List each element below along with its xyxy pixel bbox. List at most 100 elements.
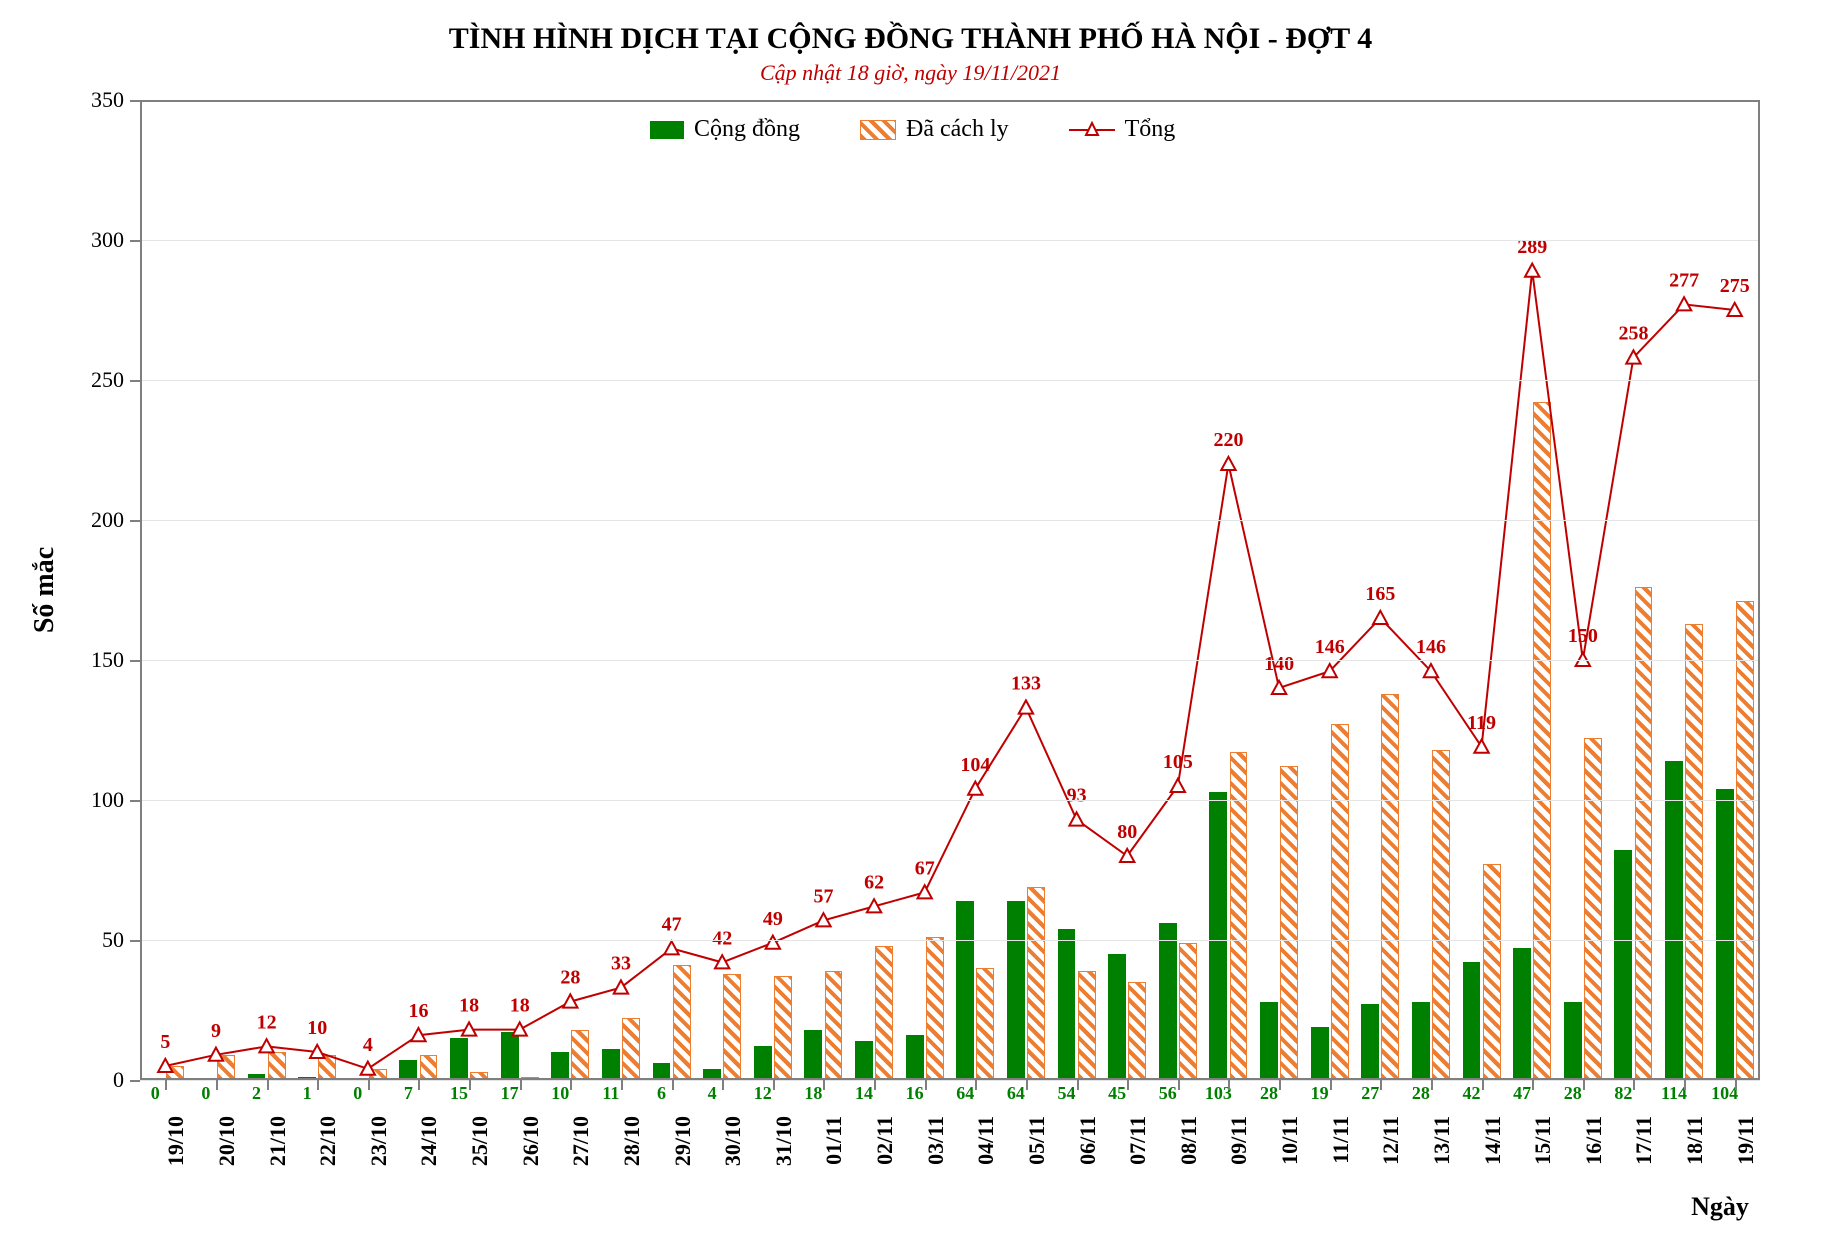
x-tick-label: 10/11 <box>1277 1116 1303 1165</box>
x-tick-label: 06/11 <box>1075 1116 1101 1165</box>
x-tick-label: 28/10 <box>619 1116 645 1166</box>
line-total-value: 12 <box>257 1011 277 1033</box>
bar-community-value: 4 <box>708 1083 717 1104</box>
x-tick-label: 26/10 <box>518 1116 544 1166</box>
x-tick-label: 08/11 <box>1176 1116 1202 1165</box>
marker-total <box>1221 457 1235 470</box>
line-total-value: 146 <box>1315 636 1345 658</box>
line-total-value: 18 <box>510 995 530 1017</box>
x-tick <box>1026 1080 1028 1090</box>
bar-community-value: 1 <box>303 1083 312 1104</box>
x-tick-label: 31/10 <box>771 1116 797 1166</box>
gridline <box>140 100 1760 101</box>
line-total-value: 277 <box>1669 269 1699 291</box>
x-tick-label: 25/10 <box>467 1116 493 1166</box>
line-total-value: 275 <box>1720 275 1750 297</box>
x-tick <box>469 1080 471 1090</box>
bar-community-value: 82 <box>1614 1083 1632 1104</box>
legend-label-isolated: Đã cách ly <box>906 116 1009 143</box>
x-axis-title: Ngày <box>1691 1192 1749 1222</box>
gridline <box>140 940 1760 941</box>
line-total-value: 4 <box>363 1034 373 1056</box>
line-total-value: 5 <box>160 1031 170 1053</box>
x-tick <box>823 1080 825 1090</box>
bar-community-value: 28 <box>1564 1083 1582 1104</box>
line-total-value: 146 <box>1416 636 1446 658</box>
gridline <box>140 800 1760 801</box>
line-total-value: 119 <box>1467 712 1496 734</box>
x-tick-label: 24/10 <box>416 1116 442 1166</box>
bar-community-value: 54 <box>1058 1083 1076 1104</box>
x-tick <box>1735 1080 1737 1090</box>
x-tick <box>1532 1080 1534 1090</box>
x-tick-label: 01/11 <box>821 1116 847 1165</box>
y-tick-label: 300 <box>91 227 124 253</box>
x-tick-label: 23/10 <box>366 1116 392 1166</box>
x-tick-label: 16/11 <box>1581 1116 1607 1165</box>
bar-community-value: 0 <box>353 1083 362 1104</box>
y-tick <box>130 240 140 242</box>
x-tick-label: 27/10 <box>568 1116 594 1166</box>
marker-total <box>1677 297 1691 310</box>
x-tick <box>925 1080 927 1090</box>
plot-area: 0021071517101164121814166464544556103281… <box>140 100 1760 1080</box>
marker-total <box>259 1039 273 1052</box>
bar-community-value: 64 <box>1007 1083 1025 1104</box>
line-total-value: 10 <box>307 1017 327 1039</box>
x-tick-label: 14/11 <box>1480 1116 1506 1165</box>
x-tick-label: 17/11 <box>1631 1116 1657 1165</box>
bar-community-value: 27 <box>1361 1083 1379 1104</box>
y-tick <box>130 380 140 382</box>
x-tick <box>975 1080 977 1090</box>
x-tick-label: 21/10 <box>265 1116 291 1166</box>
bar-community-value: 16 <box>906 1083 924 1104</box>
bar-community-value: 47 <box>1513 1083 1531 1104</box>
marker-total <box>1019 700 1033 713</box>
legend-label-total: Tổng <box>1125 116 1176 143</box>
x-tick-label: 13/11 <box>1429 1116 1455 1165</box>
marker-total <box>1474 740 1488 753</box>
x-tick <box>216 1080 218 1090</box>
x-tick-label: 30/10 <box>720 1116 746 1166</box>
line-total-value: 42 <box>712 927 732 949</box>
x-tick <box>874 1080 876 1090</box>
bar-community-value: 42 <box>1463 1083 1481 1104</box>
line-total: 5912104161818283347424957626710413393801… <box>140 100 1760 1080</box>
x-tick <box>1380 1080 1382 1090</box>
line-total-value: 16 <box>408 1000 428 1022</box>
x-tick <box>368 1080 370 1090</box>
bar-community-value: 45 <box>1108 1083 1126 1104</box>
marker-total <box>1120 849 1134 862</box>
x-tick <box>722 1080 724 1090</box>
bar-community-value: 28 <box>1412 1083 1430 1104</box>
line-total-value: 47 <box>662 913 682 935</box>
y-tick <box>130 660 140 662</box>
line-total-value: 9 <box>211 1020 221 1042</box>
legend-swatch-community <box>650 121 684 139</box>
marker-total <box>1373 611 1387 624</box>
x-tick <box>1482 1080 1484 1090</box>
marker-total <box>1525 264 1539 277</box>
gridline <box>140 240 1760 241</box>
x-tick-label: 18/11 <box>1682 1116 1708 1165</box>
y-tick-label: 50 <box>102 927 124 953</box>
bar-community-value: 15 <box>450 1083 468 1104</box>
bar-community-value: 18 <box>804 1083 822 1104</box>
marker-total <box>1069 812 1083 825</box>
gridline <box>140 1080 1760 1081</box>
line-total-value: 104 <box>960 754 990 776</box>
y-tick-label: 150 <box>91 647 124 673</box>
marker-total <box>917 885 931 898</box>
gridline <box>140 520 1760 521</box>
x-tick <box>1684 1080 1686 1090</box>
gridline <box>140 660 1760 661</box>
x-tick-label: 19/10 <box>163 1116 189 1166</box>
y-tick <box>130 520 140 522</box>
x-tick-label: 07/11 <box>1125 1116 1151 1165</box>
x-tick-label: 03/11 <box>923 1116 949 1165</box>
bar-community-value: 12 <box>754 1083 772 1104</box>
x-tick <box>1330 1080 1332 1090</box>
bar-community-value: 11 <box>602 1083 619 1104</box>
x-tick-label: 12/11 <box>1378 1116 1404 1165</box>
line-total-value: 57 <box>813 885 833 907</box>
